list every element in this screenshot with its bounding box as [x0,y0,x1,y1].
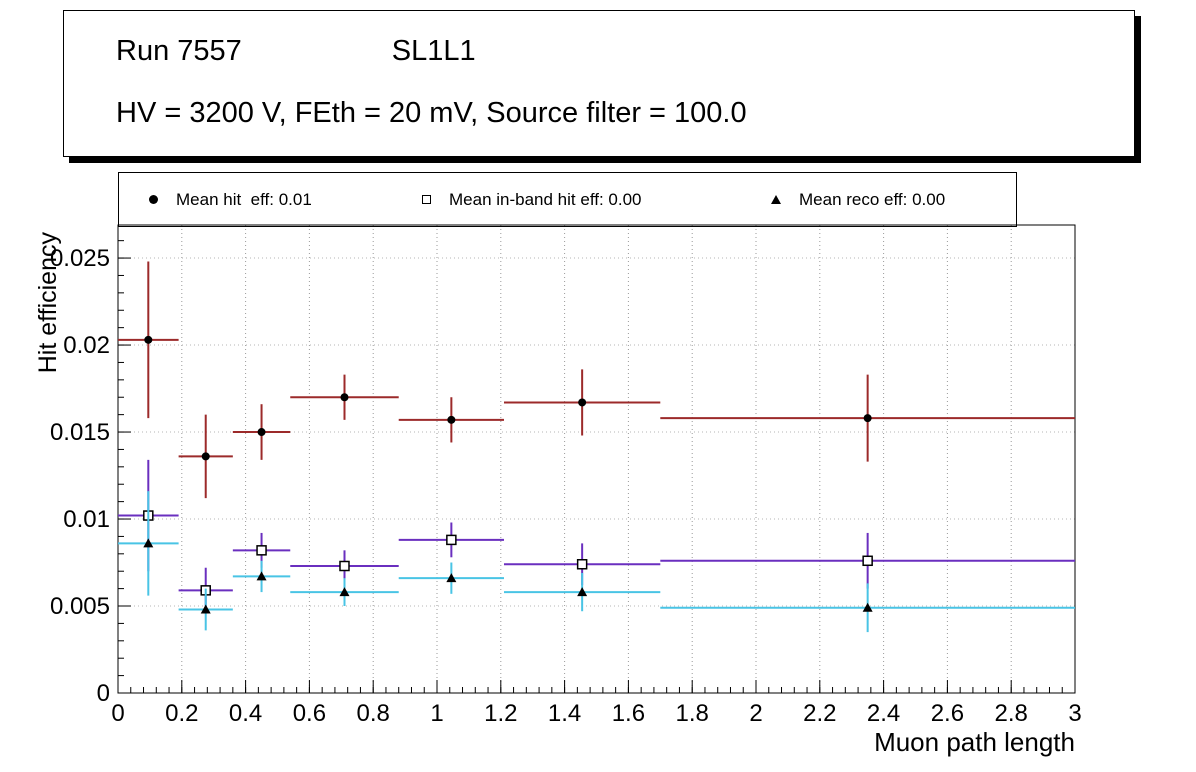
legend-entry-reco-eff: Mean reco eff: 0.00 [771,173,945,226]
square-marker-icon [422,195,431,204]
svg-text:2.6: 2.6 [931,700,964,727]
title-box: Run 7557 SL1L1 HV = 3200 V, FEth = 20 mV… [63,10,1135,157]
svg-text:0.015: 0.015 [50,419,110,446]
svg-text:1.2: 1.2 [484,700,517,727]
svg-text:2.4: 2.4 [867,700,900,727]
svg-text:1.8: 1.8 [676,700,709,727]
legend: Mean hit eff: 0.01 Mean in-band hit eff:… [118,172,1017,227]
triangle-marker-icon [771,195,781,204]
svg-text:1: 1 [430,700,443,727]
svg-text:Hit efficiency: Hit efficiency [34,232,62,374]
svg-text:0: 0 [111,700,124,727]
svg-text:0.005: 0.005 [50,593,110,620]
svg-text:1.4: 1.4 [548,700,581,727]
svg-text:2: 2 [749,700,762,727]
svg-text:1.6: 1.6 [612,700,645,727]
svg-text:2.2: 2.2 [803,700,836,727]
svg-text:Muon path length: Muon path length [874,727,1075,757]
legend-entry-inband-eff: Mean in-band hit eff: 0.00 [422,173,642,226]
svg-text:0.025: 0.025 [50,245,110,272]
svg-text:0.6: 0.6 [293,700,326,727]
circle-marker-icon [149,195,158,204]
layer-name: SL1L1 [391,35,476,67]
svg-text:0.4: 0.4 [229,700,262,727]
legend-label-hit-eff: Mean hit eff: 0.01 [176,189,312,209]
svg-text:0.2: 0.2 [165,700,198,727]
legend-entry-hit-eff: Mean hit eff: 0.01 [149,173,312,226]
title-line-2: HV = 3200 V, FEth = 20 mV, Source filter… [116,97,747,129]
legend-label-inband-eff: Mean in-band hit eff: 0.00 [449,189,642,209]
svg-text:3: 3 [1068,700,1081,727]
svg-text:0.8: 0.8 [357,700,390,727]
title-line-1: Run 7557 SL1L1 [116,35,476,68]
svg-text:2.8: 2.8 [995,700,1028,727]
svg-text:0.01: 0.01 [63,506,110,533]
svg-text:0.02: 0.02 [63,332,110,359]
run-number: Run 7557 [116,35,242,67]
svg-text:0: 0 [97,680,110,707]
legend-label-reco-eff: Mean reco eff: 0.00 [799,189,946,209]
